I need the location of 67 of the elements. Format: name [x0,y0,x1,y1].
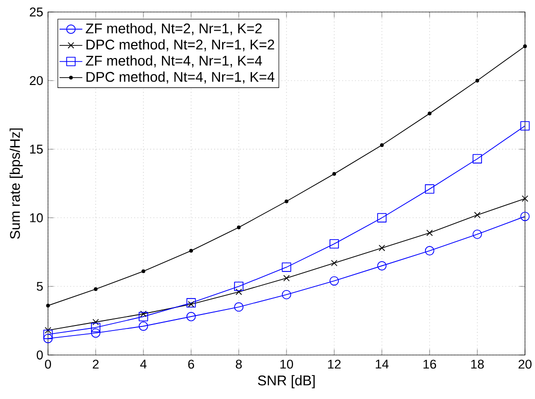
point [138,312,148,322]
point [475,78,480,82]
point [426,230,433,236]
y-tick-label: 10 [30,213,43,222]
point [472,230,482,239]
point [138,322,148,331]
point [186,298,196,308]
point [472,154,482,164]
point [330,239,339,249]
point [140,310,147,318]
x-tick-label: 6 [188,360,194,369]
point [520,212,530,222]
y-tick-label: 5 [36,282,43,291]
point [234,302,244,312]
x-tick-label: 8 [236,360,242,369]
x-tick-label: 20 [518,360,532,369]
x-tick-label: 12 [328,360,341,369]
point [283,274,290,282]
point [92,318,99,326]
point [189,248,193,253]
y-axis-title: Sum rate [bps/Hz] [10,128,23,239]
y-tick-label: 20 [30,76,43,86]
point [44,327,52,334]
point [43,330,53,340]
point [284,199,288,204]
point [236,288,242,296]
y-tick-label: 15 [30,144,43,154]
x-tick-label: 18 [471,360,484,369]
point [234,282,244,292]
point [424,246,434,256]
point [428,112,432,116]
point [43,334,53,344]
point [330,276,339,286]
point [188,300,194,308]
point [424,184,434,194]
point [377,213,387,222]
point [332,172,336,176]
point [377,261,387,270]
legend-label: DPC method, Nt=2, Nr=1, K=2 [86,39,274,52]
point [46,304,50,308]
y-tick-label: 25 [30,8,43,16]
point [91,328,100,338]
x-tick-label: 2 [92,360,99,369]
point [142,269,146,274]
x-tick-label: 16 [424,360,436,369]
point [380,143,384,147]
point [186,312,196,322]
x-tick-label: 10 [280,360,294,369]
x-axis-title: SNR [dB] [258,375,315,388]
point [282,262,292,272]
y-tick-label: 0 [36,350,43,360]
legend-label: DPC method, Nt=4, Nr=1, K=4 [86,72,274,84]
point [330,260,338,266]
point [91,322,100,332]
point [522,195,528,202]
point [523,44,527,48]
legend-label: ZF method, Nt=2, Nr=1, K=2 [86,23,262,36]
legend-label: ZF method, Nt=4, Nr=1, K=4 [86,55,262,68]
point [474,212,481,218]
point [94,287,98,291]
x-tick-label: 14 [376,360,389,368]
point [378,244,386,252]
point [282,290,292,300]
x-tick-label: 0 [44,360,52,369]
x-tick-label: 4 [140,360,147,368]
point [236,226,241,230]
point [520,121,530,131]
